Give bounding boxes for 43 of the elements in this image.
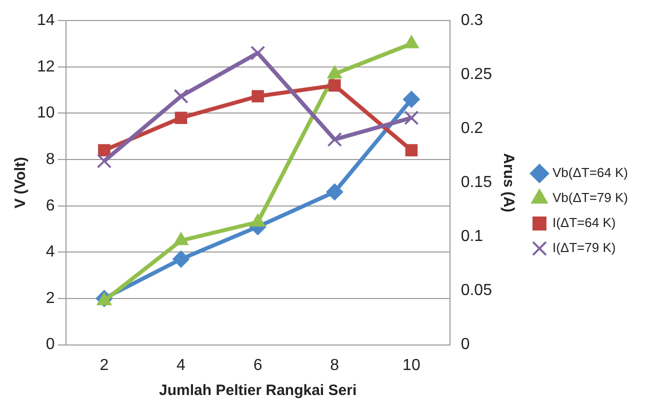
x-tick-label: 10 bbox=[402, 356, 420, 374]
y-axis-title: V (Volt) bbox=[12, 157, 30, 208]
x-axis-title: Jumlah Peltier Rangkai Seri bbox=[159, 382, 357, 400]
point bbox=[96, 154, 112, 168]
y2-tick-label: 0.05 bbox=[460, 282, 492, 300]
point bbox=[328, 79, 341, 92]
point bbox=[98, 144, 110, 156]
y-tick-label: 8 bbox=[46, 150, 55, 168]
x-tick-label: 6 bbox=[253, 356, 262, 374]
point bbox=[404, 35, 419, 48]
legend-label: Vb(ΔT=64 K) bbox=[552, 165, 628, 180]
point bbox=[327, 65, 342, 78]
y2-axis-title: Arus (A) bbox=[500, 153, 517, 212]
y2-tick-label: 0.25 bbox=[460, 66, 492, 84]
y2-tick-label: 0.2 bbox=[460, 120, 484, 138]
point bbox=[174, 232, 188, 246]
y2-tick-label: 0.3 bbox=[460, 12, 484, 30]
legend-label: I(ΔT=79 K) bbox=[552, 240, 616, 256]
point bbox=[404, 110, 419, 126]
x-tick-label: 4 bbox=[176, 356, 186, 374]
y-tick-label: 6 bbox=[46, 197, 55, 214]
x-tick-label: 2 bbox=[100, 356, 109, 374]
point bbox=[252, 90, 264, 102]
y-tick-label: 0 bbox=[46, 336, 55, 354]
legend-label: Vb(ΔT=79 K) bbox=[552, 190, 628, 206]
y-tick-label: 12 bbox=[37, 58, 55, 76]
y-tick-label: 10 bbox=[37, 104, 55, 122]
point bbox=[250, 214, 266, 227]
x-tick-label: 8 bbox=[330, 356, 340, 374]
y-tick-label: 4 bbox=[46, 244, 55, 261]
point bbox=[174, 88, 188, 104]
y2-tick-label: 0.15 bbox=[460, 174, 492, 192]
legend-label: I(ΔT=64 K) bbox=[552, 215, 616, 230]
point bbox=[405, 144, 418, 156]
point bbox=[326, 183, 344, 200]
y2-tick-label: 0 bbox=[460, 336, 470, 354]
point bbox=[327, 132, 342, 147]
point bbox=[172, 250, 190, 268]
y-tick-label: 2 bbox=[46, 290, 55, 307]
point bbox=[174, 112, 188, 124]
point bbox=[250, 46, 266, 60]
y2-tick-label: 0.1 bbox=[460, 228, 484, 246]
y-tick-label: 14 bbox=[37, 12, 55, 30]
